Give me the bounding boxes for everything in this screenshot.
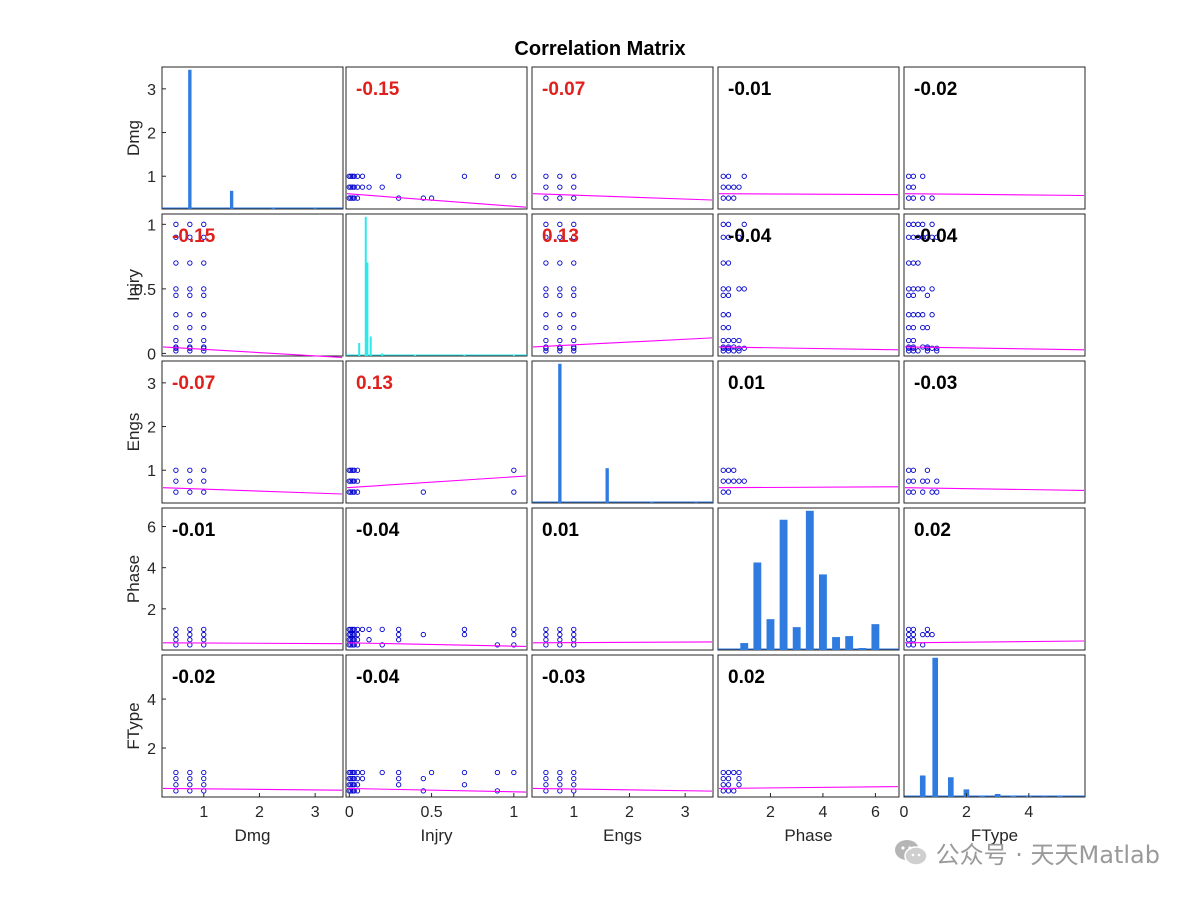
- histogram-bar: [871, 624, 879, 650]
- x-tick-label: 4: [1024, 804, 1033, 821]
- histogram-bar: [230, 191, 233, 209]
- correlation-label: -0.07: [542, 79, 585, 100]
- x-tick-label: 2: [766, 804, 775, 821]
- y-tick-label: 4: [147, 692, 156, 709]
- correlation-label: 0.02: [728, 667, 765, 688]
- y-tick-label: 1: [147, 217, 156, 234]
- histogram-bar: [358, 343, 360, 356]
- histogram-bar: [780, 520, 788, 650]
- histogram-bar: [606, 468, 609, 503]
- y-axis-label: FType: [124, 702, 143, 749]
- x-axis-label: Phase: [784, 826, 832, 845]
- x-axis-label: Engs: [603, 826, 642, 845]
- histogram-bar: [793, 627, 801, 650]
- correlation-label: -0.15: [172, 226, 216, 247]
- histogram-bar: [806, 511, 814, 650]
- watermark-text: 公众号 · 天天Matlab: [936, 835, 1160, 870]
- x-tick-label: 2: [255, 804, 264, 821]
- y-tick-label: 3: [147, 82, 156, 99]
- y-tick-label: 3: [147, 376, 156, 393]
- y-axis-label: Engs: [124, 413, 143, 452]
- x-tick-label: 0: [345, 804, 354, 821]
- y-tick-label: 2: [147, 420, 156, 437]
- panel-ftype-ftype: [904, 655, 1085, 797]
- correlation-label: -0.04: [728, 226, 772, 247]
- correlation-label: -0.04: [356, 667, 400, 688]
- x-tick-label: 2: [962, 804, 971, 821]
- correlation-label: 0.01: [542, 520, 579, 541]
- correlation-label: -0.02: [172, 667, 215, 688]
- y-tick-label: 2: [147, 126, 156, 143]
- histogram-bar: [932, 658, 938, 797]
- correlation-label: -0.02: [914, 79, 957, 100]
- x-tick-label: 0: [900, 804, 909, 821]
- y-tick-label: 2: [147, 602, 156, 619]
- y-tick-label: 0: [147, 346, 156, 363]
- histogram-bar: [1010, 796, 1016, 797]
- x-tick-label: 0.5: [420, 804, 442, 821]
- correlation-label: -0.03: [914, 373, 957, 394]
- y-tick-label: 4: [147, 561, 156, 578]
- correlation-label: 0.13: [542, 226, 579, 247]
- correlation-label: -0.15: [356, 79, 400, 100]
- histogram-bar: [948, 777, 954, 797]
- x-tick-label: 1: [509, 804, 518, 821]
- x-tick-label: 1: [569, 804, 578, 821]
- wechat-icon: [894, 838, 928, 868]
- histogram-bar: [995, 794, 1001, 797]
- x-axis-label: Injry: [420, 826, 453, 845]
- x-tick-label: 3: [311, 804, 320, 821]
- histogram-bar: [920, 775, 926, 797]
- correlation-label: -0.07: [172, 373, 215, 394]
- x-axis-label: Dmg: [235, 826, 271, 845]
- histogram-bar: [558, 364, 561, 503]
- x-tick-label: 2: [625, 804, 634, 821]
- correlation-label: -0.04: [356, 520, 400, 541]
- y-tick-label: 6: [147, 520, 156, 537]
- histogram-bar: [366, 262, 368, 356]
- x-tick-label: 6: [871, 804, 880, 821]
- x-tick-label: 1: [199, 804, 208, 821]
- watermark: 公众号 · 天天Matlab: [894, 835, 1160, 870]
- correlation-label: -0.01: [172, 520, 216, 541]
- histogram-bar: [370, 336, 372, 356]
- y-tick-label: 1: [147, 169, 156, 186]
- histogram-bar: [188, 70, 191, 209]
- histogram-bar: [1057, 796, 1063, 797]
- histogram-bar: [832, 637, 840, 650]
- correlation-label: 0.01: [728, 373, 765, 394]
- y-tick-label: 2: [147, 741, 156, 758]
- chart-title: Correlation Matrix: [0, 38, 1200, 61]
- y-tick-label: 1: [147, 463, 156, 480]
- x-tick-label: 3: [681, 804, 690, 821]
- panel-injry-injry: [346, 214, 527, 356]
- correlation-label: 0.13: [356, 373, 393, 394]
- x-tick-label: 4: [818, 804, 827, 821]
- correlation-label: -0.04: [914, 226, 958, 247]
- correlation-label: -0.03: [542, 667, 585, 688]
- histogram-bar: [767, 619, 775, 650]
- histogram-bar: [845, 636, 853, 650]
- correlation-label: 0.02: [914, 520, 951, 541]
- correlation-label: -0.01: [728, 79, 772, 100]
- y-axis-label: Injry: [124, 268, 143, 301]
- y-axis-label: Phase: [124, 555, 143, 603]
- histogram-bar: [753, 562, 761, 650]
- histogram-bar: [819, 574, 827, 650]
- y-axis-label: Dmg: [124, 120, 143, 156]
